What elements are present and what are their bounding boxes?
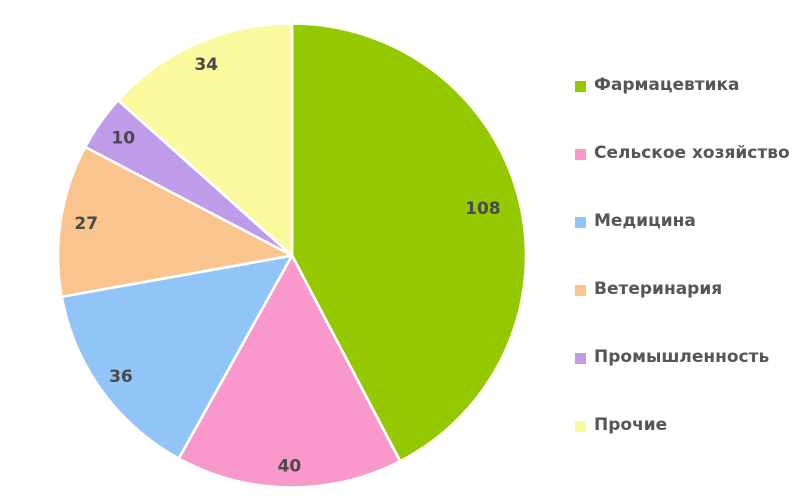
pie-slice (56, 145, 294, 299)
legend-label: Ветеринария (594, 279, 723, 299)
legend-label: Прочие (594, 415, 668, 435)
pie-slice (60, 254, 294, 460)
pie-slice (290, 22, 528, 463)
legend-label: Медицина (594, 211, 696, 231)
legend-item: Промышленность (575, 323, 800, 391)
chart-legend: Фармацевтика Сельское хозяйство Медицина… (575, 51, 800, 459)
legend-item: Медицина (575, 187, 800, 255)
legend-label: Промышленность (594, 347, 770, 367)
legend-swatch-icon (575, 420, 586, 432)
legend-label: Фармацевтика (594, 75, 740, 95)
legend-item: Сельское хозяйство (575, 119, 800, 187)
pie-slice (177, 254, 402, 489)
legend-swatch-icon (575, 80, 586, 92)
slice-value-label: 40 (278, 457, 302, 477)
legend-swatch-icon (575, 352, 586, 364)
legend-label: Сельское хозяйство (594, 143, 790, 163)
legend-item: Ветеринария (575, 255, 800, 323)
legend-item: Прочие (575, 391, 800, 459)
legend-item: Фармацевтика (575, 51, 800, 119)
slice-value-label: 36 (109, 367, 133, 387)
legend-swatch-icon (575, 284, 586, 296)
slice-value-label: 10 (111, 129, 135, 149)
slice-value-label: 34 (194, 55, 218, 75)
pie-slice (116, 22, 294, 257)
legend-swatch-icon (575, 216, 586, 228)
slice-value-label: 108 (465, 199, 501, 219)
slice-value-label: 27 (74, 214, 98, 234)
legend-swatch-icon (575, 148, 586, 160)
